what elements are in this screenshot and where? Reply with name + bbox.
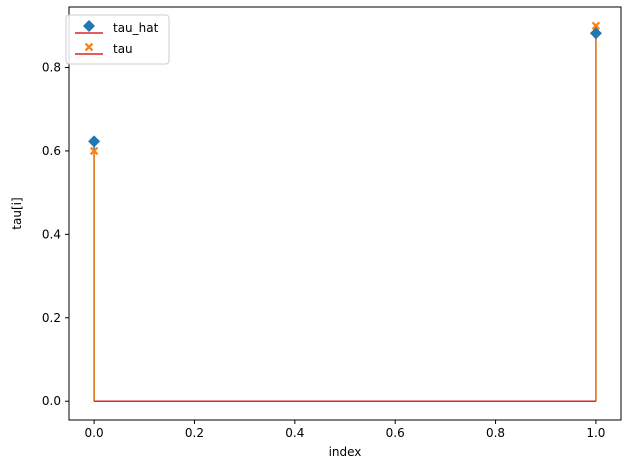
y-tick-label: 0.0 — [42, 394, 61, 408]
marker-tau_hat-1 — [589, 27, 602, 40]
x-tick-label: 1.0 — [586, 426, 605, 440]
marker-tau-0 — [89, 146, 99, 156]
legend-label-tau_hat: tau_hat — [113, 21, 159, 35]
y-tick-label: 0.6 — [42, 144, 61, 158]
y-tick-label: 0.2 — [42, 311, 61, 325]
x-tick-label: 0.0 — [85, 426, 104, 440]
axes — [68, 6, 622, 421]
x-ticks: 0.0 0.2 0.4 0.6 0.8 1.0 — [85, 420, 605, 440]
x-tick-label: 0.4 — [285, 426, 304, 440]
legend-marker-tau_hat — [83, 20, 95, 32]
marker-tau_hat-0 — [88, 135, 101, 148]
y-ticks: 0.0 0.2 0.4 0.6 0.8 — [42, 60, 69, 408]
legend-marker-tau — [84, 42, 94, 52]
stem-lines — [93, 25, 597, 402]
plot-frame — [68, 6, 622, 421]
data-markers — [88, 21, 602, 156]
x-tick-label: 0.6 — [386, 426, 405, 440]
x-axis-label: index — [329, 445, 362, 459]
legend-label-tau: tau — [113, 42, 133, 56]
y-tick-label: 0.8 — [42, 60, 61, 74]
y-tick-label: 0.4 — [42, 227, 61, 241]
marker-tau-1 — [591, 21, 601, 30]
x-tick-label: 0.8 — [486, 426, 505, 440]
y-axis-label: tau[i] — [10, 197, 24, 229]
x-tick-label: 0.2 — [185, 426, 204, 440]
